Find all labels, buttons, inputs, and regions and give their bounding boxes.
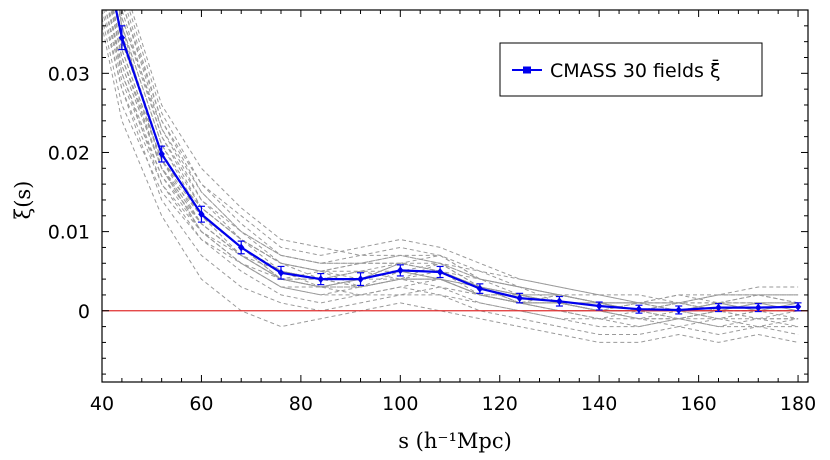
field-series-line-28 <box>124 10 799 304</box>
x-tick-label: 120 <box>482 393 518 415</box>
x-tick-label: 40 <box>90 393 114 415</box>
field-series-line-30 <box>110 10 799 312</box>
mean-point <box>238 243 245 252</box>
x-tick-label: 180 <box>780 393 816 415</box>
legend: CMASS 30 fields ξ̄ <box>499 42 763 97</box>
y-axis-label: ξ(s) <box>11 181 35 220</box>
mean-point <box>794 302 802 311</box>
mean-point <box>595 302 603 311</box>
plot-frame <box>101 9 809 383</box>
mean-point <box>675 305 682 314</box>
mean-point <box>516 294 523 303</box>
field-series-line-5 <box>102 10 799 336</box>
mean-point <box>277 268 285 277</box>
x-tick-label: 100 <box>382 393 418 415</box>
mean-point <box>357 275 364 284</box>
axis-ticks-group: 40 60 80 100 120 140 160 180 0 0.01 0.02 0.03 <box>48 10 816 415</box>
mean-point <box>118 33 126 42</box>
mean-point <box>198 210 205 219</box>
field-series-line-11 <box>102 25 799 343</box>
mean-point <box>317 275 324 284</box>
mean-series-group <box>114 10 802 315</box>
mean-point <box>476 284 484 293</box>
legend-marker-swatch <box>523 66 531 74</box>
x-tick-label: 80 <box>289 393 313 415</box>
mean-point <box>635 305 643 314</box>
y-tick-label: 0.01 <box>48 222 90 244</box>
legend-label: CMASS 30 fields ξ̄ <box>550 58 721 82</box>
field-series-line-27 <box>105 10 799 320</box>
y-tick-label: 0.03 <box>48 63 90 85</box>
x-axis-label: s (h⁻¹Mpc) <box>398 429 512 453</box>
x-tick-label: 140 <box>581 393 617 415</box>
field-series-line-17 <box>102 17 799 328</box>
mean-point <box>755 303 762 312</box>
y-tick-label: 0 <box>78 301 90 323</box>
mean-point <box>397 266 404 275</box>
mean-point <box>436 267 444 276</box>
field-series-line-4 <box>126 10 799 304</box>
x-tick-label: 60 <box>189 393 213 415</box>
x-tick-label: 160 <box>680 393 716 415</box>
mean-point <box>556 297 563 306</box>
mean-point <box>158 150 165 159</box>
mean-point <box>715 303 722 312</box>
legend-box <box>499 42 763 97</box>
y-tick-label: 0.02 <box>48 142 90 164</box>
